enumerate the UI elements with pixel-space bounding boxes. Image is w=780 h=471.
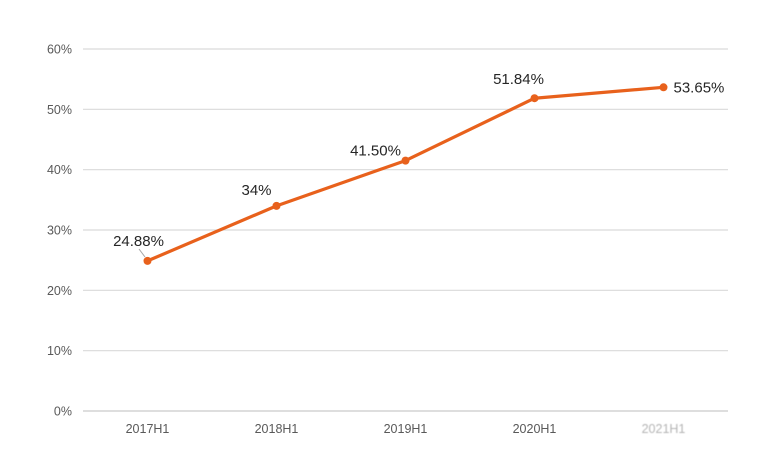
x-axis-tick-label: 2019H1 <box>384 422 428 436</box>
data-point-label: 51.84% <box>493 71 544 88</box>
x-axis-tick-label: 2020H1 <box>513 422 557 436</box>
data-point-marker <box>272 201 281 210</box>
data-point-label: 24.88% <box>113 233 164 250</box>
y-axis-tick-label: 10% <box>47 344 72 358</box>
data-point-marker <box>401 156 410 165</box>
y-axis-tick-label: 40% <box>47 163 72 177</box>
label-leader-line <box>138 248 146 258</box>
y-axis-tick-label: 60% <box>47 43 72 57</box>
data-point-label: 41.50% <box>350 143 401 160</box>
data-point-marker <box>659 83 668 92</box>
y-axis-tick-label: 30% <box>47 224 72 238</box>
series-line <box>145 85 666 263</box>
x-axis-tick-label: 2017H1 <box>126 422 170 436</box>
y-axis-tick-label: 20% <box>47 284 72 298</box>
data-point-label: 34% <box>241 182 271 199</box>
data-point-label: 53.65% <box>674 79 725 96</box>
x-axis-tick-label: 2018H1 <box>255 422 299 436</box>
y-axis-tick-label: 50% <box>47 103 72 117</box>
data-point-marker <box>530 94 539 103</box>
x-axis-tick-label: 2021H1 <box>642 422 686 436</box>
data-point-marker <box>143 256 152 265</box>
y-axis-tick-label: 0% <box>54 405 72 419</box>
